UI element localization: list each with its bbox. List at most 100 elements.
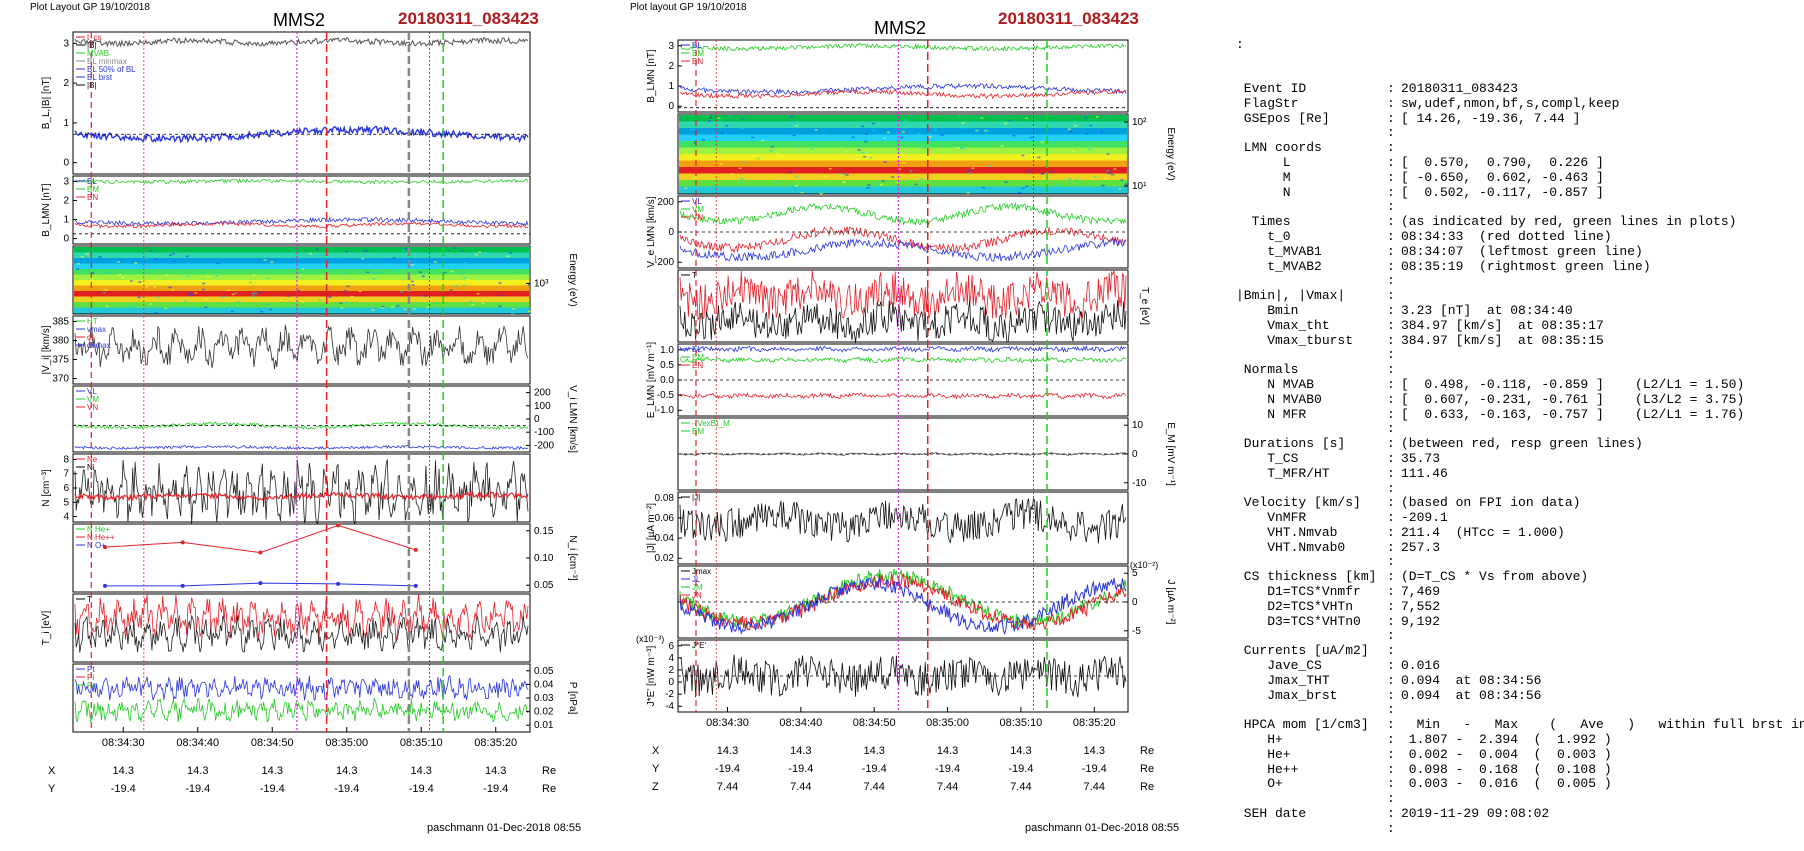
spectrogram-speck [463, 276, 467, 279]
spectrogram-speck [201, 282, 205, 285]
y-right-tick-label: 0.10 [534, 553, 554, 564]
summary-key: N MVAB0 [1236, 391, 1322, 407]
spectrogram-band [74, 302, 529, 308]
legend-label: Pe [87, 681, 97, 690]
y-axis-label: B_L,|B| [nT] [41, 77, 52, 130]
summary-row: VHT.Nmvab:211.4 (HTcc = 1.000) [1236, 525, 1796, 541]
summary-colon: : [1387, 584, 1395, 600]
spectrogram-speck [372, 271, 376, 274]
spectrogram-speck [76, 262, 80, 265]
spectrogram-speck [144, 257, 148, 260]
legend-label: BL minmax [87, 57, 127, 66]
spectrogram-speck [823, 175, 827, 178]
summary-colon: : [1387, 317, 1395, 333]
coord-unit: Re [542, 783, 556, 795]
spectrogram-speck [828, 167, 832, 170]
spectrogram-speck [851, 136, 855, 138]
coord-label: Z [652, 781, 659, 793]
summary-colon: : [1387, 658, 1395, 674]
spectrogram-speck [286, 295, 290, 297]
spectrogram-speck [1069, 130, 1073, 133]
spectrogram-speck [191, 293, 195, 296]
summary-key: N [1236, 184, 1291, 200]
coord-value: -19.4 [334, 783, 359, 795]
legend-label: N O+ [87, 541, 106, 550]
spectrogram-speck [903, 119, 907, 121]
legend-label: JM [692, 583, 703, 592]
spectrogram-speck [395, 270, 399, 273]
y-tick-label: 0 [668, 101, 674, 112]
spectrogram-speck [861, 151, 865, 154]
spectrogram-speck [424, 295, 428, 297]
series-line [679, 355, 1127, 364]
spectrogram-speck [1021, 187, 1025, 190]
spectrogram-speck [462, 284, 466, 287]
spectrogram-speck [392, 257, 396, 259]
summary-colon: : [1387, 539, 1395, 555]
summary-colon: : [1387, 510, 1395, 526]
summary-key: N MVAB [1236, 376, 1315, 392]
y-tick-label: 0 [668, 227, 674, 238]
summary-colon: : [1387, 687, 1395, 703]
summary-key: Normals [1236, 362, 1299, 378]
spectrogram-speck [918, 135, 922, 137]
spectrogram-speck [339, 302, 343, 304]
spectrogram-speck [309, 252, 313, 255]
y-axis-label: V_e LMN [km/s] [646, 196, 657, 267]
spectrogram-speck [498, 282, 502, 284]
spectrogram-speck [810, 148, 814, 150]
summary-colon: : [1387, 169, 1395, 185]
y-axis-label: |V_i| [km/s] [41, 325, 52, 374]
summary-row: N MVAB0: [ 0.607, -0.231, -0.761 ] (L3/L2… [1236, 391, 1796, 408]
coord-value: 7.44 [937, 781, 958, 793]
spectrogram-band [679, 141, 1127, 148]
series-line [679, 577, 1127, 636]
spectrogram-speck [231, 293, 235, 296]
spectrogram-speck [361, 257, 365, 260]
summary-key: t_MVAB2 [1236, 258, 1322, 274]
summary-row: He++: 0.098 - 0.168 ( 0.108 ) [1236, 762, 1796, 778]
spectrogram-speck [1037, 156, 1041, 159]
spectrogram-speck [346, 285, 350, 288]
spectrogram-speck [856, 158, 860, 161]
summary-row: Durations [s]: (between red, resp green l… [1236, 436, 1796, 452]
y-right-tick-label: -200 [534, 440, 554, 451]
spectrogram-speck [791, 184, 795, 187]
coord-value: 14.3 [937, 745, 958, 757]
y-tick-label: 2 [63, 78, 69, 89]
spectrogram-speck [1100, 131, 1104, 134]
series-line [679, 202, 1127, 227]
y-tick-label: 3 [668, 41, 674, 52]
coord-unit: Re [1140, 763, 1154, 775]
spectrogram-speck [1050, 171, 1054, 173]
panel-frame [72, 175, 531, 245]
spectrogram-speck [183, 300, 187, 302]
summary-colon: : [1387, 406, 1395, 422]
spectrogram-speck [215, 274, 219, 277]
y-tick-label: 0.08 [655, 493, 675, 504]
spectrogram-speck [867, 184, 871, 186]
summary-colon: : [1387, 95, 1395, 111]
spectrogram-speck [1123, 181, 1127, 183]
summary-key: Bmin [1236, 302, 1299, 318]
summary-colon: : [1387, 776, 1395, 792]
spectrogram-speck [1040, 141, 1044, 143]
summary-row: T_MFR/HT:111.46 [1236, 466, 1796, 482]
right-layout-label: Plot layout GP 19/10/2018 [630, 2, 747, 13]
spectrogram-speck [1028, 138, 1032, 140]
y-right-tick-label: 0 [1132, 597, 1138, 608]
legend-label: EL [692, 345, 702, 354]
spectrogram-speck [971, 167, 975, 170]
spectrogram-speck [523, 262, 527, 265]
spectrogram-speck [129, 280, 133, 282]
spectrogram-band [679, 180, 1127, 187]
y-tick-label: 385 [52, 316, 69, 327]
summary-value: 0.016 [1401, 658, 1441, 674]
spectrogram-speck [922, 147, 926, 149]
summary-colon: : [1387, 125, 1395, 141]
spectrogram-speck [980, 117, 984, 119]
summary-colon: : [1387, 613, 1395, 629]
legend-label: vmax [87, 325, 106, 334]
spectrogram-speck [469, 300, 473, 303]
